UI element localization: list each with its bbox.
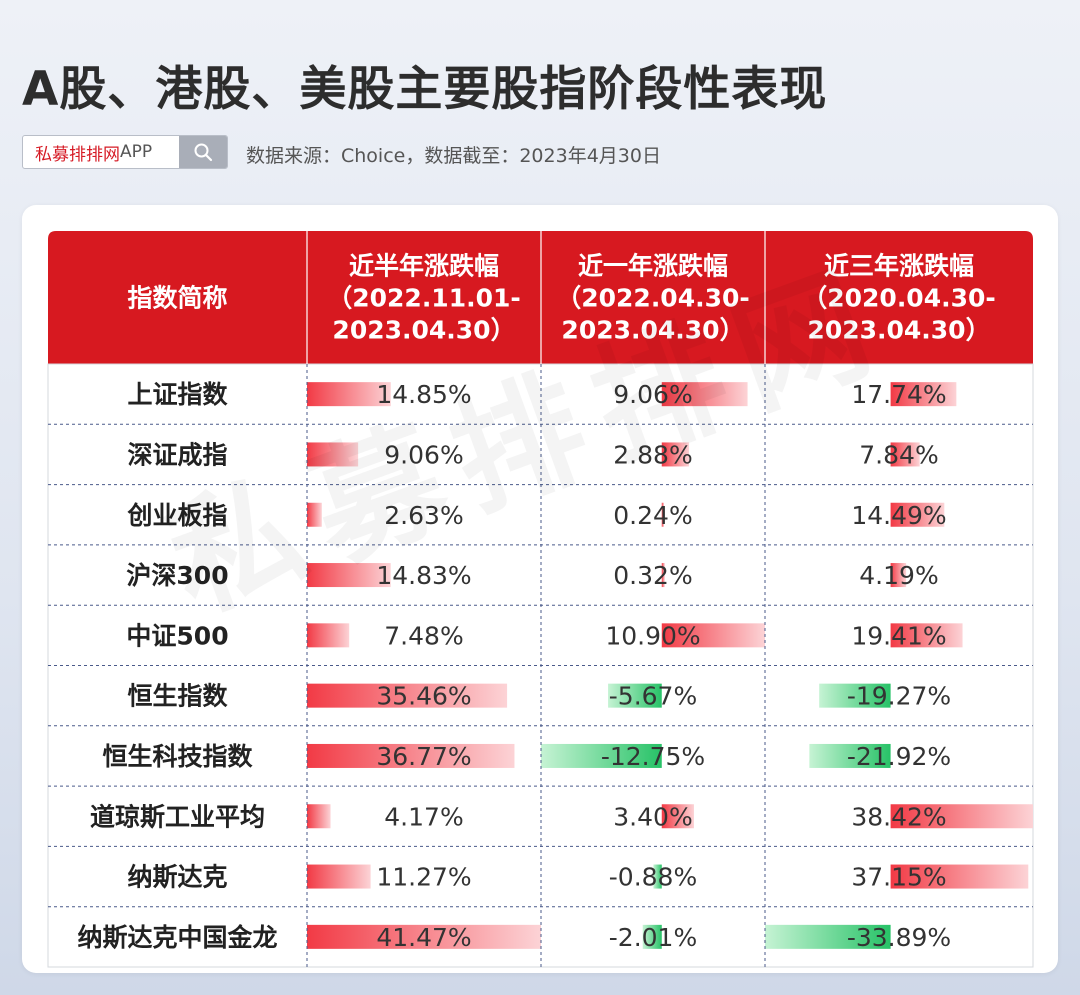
value-bar — [890, 864, 1029, 889]
row-name: 恒生指数 — [127, 682, 228, 711]
value-label: 14.85% — [376, 380, 471, 409]
value-label: 7.48% — [384, 621, 463, 650]
value-bar — [661, 382, 748, 407]
value-label: -19.27% — [847, 682, 951, 711]
column-header-line: 2023.04.30） — [807, 316, 990, 345]
value-bar — [653, 864, 662, 889]
column-header-line: 指数简称 — [127, 284, 227, 313]
value-label: 10.90% — [605, 621, 700, 650]
value-bar — [661, 623, 765, 648]
value-label: 19.41% — [851, 621, 946, 650]
value-label: 38.42% — [851, 802, 946, 831]
search-box[interactable]: 私募排排网 APP — [22, 135, 228, 169]
value-label: 4.17% — [384, 802, 463, 831]
value-bar — [307, 623, 350, 648]
value-bar — [608, 683, 662, 708]
search-icon — [194, 143, 213, 162]
column-header-line: 近三年涨跌幅 — [824, 252, 974, 281]
search-brand: 私募排排网 APP — [23, 136, 179, 168]
column-header-line: （2020.04.30- — [802, 284, 996, 313]
value-label: 2.63% — [384, 501, 463, 530]
value-label: 9.06% — [384, 440, 463, 469]
value-bar — [890, 623, 963, 648]
value-bar — [642, 924, 662, 949]
value-bar — [809, 743, 891, 768]
row-name: 纳斯达克 — [127, 863, 227, 892]
brand-suffix: APP — [120, 142, 153, 162]
value-label: 14.83% — [376, 561, 471, 590]
value-label: 0.24% — [613, 501, 692, 530]
value-bar — [307, 743, 515, 768]
column-header-line: 2023.04.30） — [561, 316, 744, 345]
value-label: 17.74% — [851, 380, 946, 409]
value-bar — [307, 804, 331, 829]
value-bar — [890, 442, 920, 467]
value-bar — [307, 683, 508, 708]
column-header-line: 2023.04.30） — [332, 316, 515, 345]
value-bar — [890, 382, 957, 407]
value-label: 37.15% — [851, 863, 946, 892]
value-label: 14.49% — [851, 501, 946, 530]
value-bar — [661, 563, 665, 588]
value-label: 9.06% — [613, 380, 692, 409]
row-name: 纳斯达克中国金龙 — [77, 923, 277, 952]
brand-name: 私募排排网 — [35, 144, 120, 165]
search-button[interactable] — [179, 136, 227, 168]
value-bar — [890, 804, 1033, 829]
value-label: 7.84% — [859, 440, 938, 469]
value-label: -12.75% — [601, 742, 705, 771]
value-bar — [307, 442, 359, 467]
value-bar — [307, 864, 371, 889]
page-title: A股、港股、美股主要股指阶段性表现 — [22, 62, 828, 117]
value-label: 4.19% — [859, 561, 938, 590]
value-label: 0.32% — [613, 561, 692, 590]
value-label: -21.92% — [847, 742, 951, 771]
value-bar — [661, 804, 694, 829]
value-bar — [307, 382, 391, 407]
value-bar — [307, 563, 391, 588]
value-bar — [541, 743, 662, 768]
column-header-line: （2022.11.01- — [327, 284, 521, 313]
column-header-line: 近半年涨跌幅 — [349, 252, 499, 281]
value-label: 36.77% — [376, 742, 471, 771]
value-label: 3.40% — [613, 802, 692, 831]
value-label: -33.89% — [847, 923, 951, 952]
row-name: 道琼斯工业平均 — [90, 802, 265, 831]
value-label: -5.67% — [609, 682, 697, 711]
value-bar — [307, 502, 322, 527]
row-name: 中证500 — [126, 621, 228, 650]
value-label: 11.27% — [376, 863, 471, 892]
value-label: -0.88% — [609, 863, 697, 892]
row-name: 创业板指 — [126, 501, 227, 530]
row-name: 深证成指 — [127, 440, 227, 469]
value-bar — [890, 563, 907, 588]
value-bar — [890, 502, 945, 527]
data-source: 数据来源：Choice，数据截至：2023年4月30日 — [246, 145, 661, 167]
row-name: 上证指数 — [127, 380, 228, 409]
value-label: 35.46% — [376, 682, 471, 711]
value-bar — [819, 683, 891, 708]
column-header-line: （2022.04.30- — [556, 284, 750, 313]
value-bar — [661, 442, 690, 467]
value-bar — [307, 924, 541, 949]
value-label: 41.47% — [376, 923, 471, 952]
column-header-line: 近一年涨跌幅 — [578, 252, 728, 281]
value-bar — [765, 924, 891, 949]
row-name: 沪深300 — [126, 561, 228, 590]
value-label: -2.01% — [609, 923, 697, 952]
value-bar — [661, 502, 665, 527]
value-label: 2.88% — [613, 440, 692, 469]
row-name: 恒生科技指数 — [102, 742, 253, 771]
